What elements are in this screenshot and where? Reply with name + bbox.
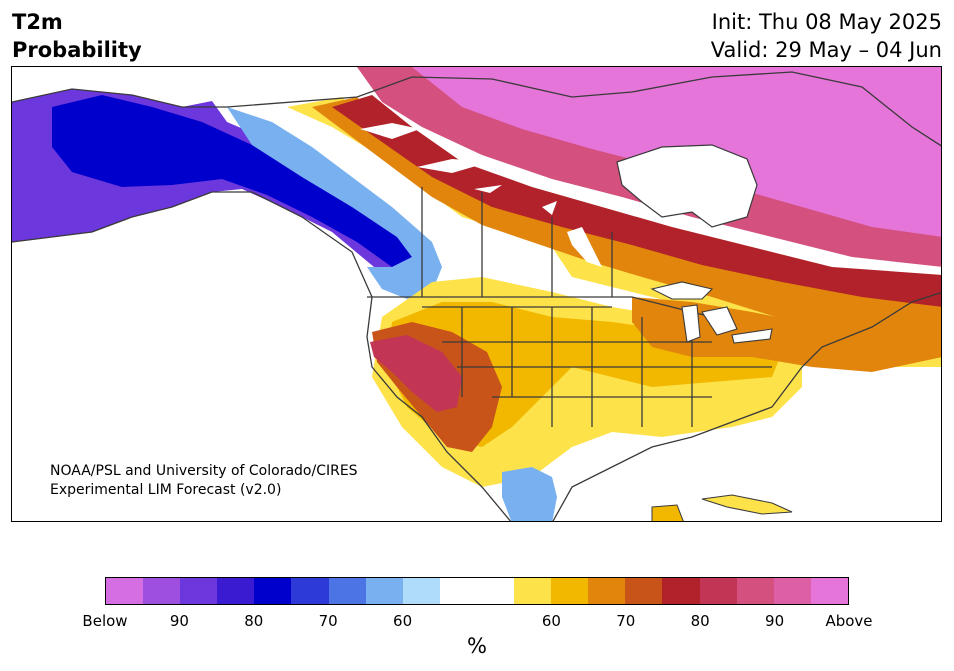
credit-block: NOAA/PSL and University of Colorado/CIRE… (50, 463, 358, 498)
great-lakes (650, 281, 773, 344)
yucatan (651, 504, 684, 521)
colorbar-tick-label: 90 (765, 612, 785, 630)
hudson-bay (616, 144, 758, 228)
canada-warm-red (332, 95, 941, 307)
alaska-cold-core (52, 95, 412, 267)
colorbar-segment (551, 578, 589, 604)
forecast-dates: Init: Thu 08 May 2025 Valid: 29 May – 04… (711, 8, 942, 64)
valid-period: Valid: 29 May – 04 Jun (710, 38, 942, 62)
colorbar-segment (217, 578, 255, 604)
colorbar-segment (662, 578, 700, 604)
map-title: T2m Probability (12, 8, 142, 64)
colorbar-segment (291, 578, 329, 604)
colorbar-segment (773, 578, 811, 604)
colorbar-tick-label: Above (825, 612, 873, 630)
colorbar-tick-label: 80 (690, 612, 710, 630)
colorbar-segment (810, 578, 848, 604)
colorbar-segment (476, 578, 515, 604)
colorbar-tick-label: 90 (169, 612, 189, 630)
credit-line-2: Experimental LIM Forecast (v2.0) (50, 482, 281, 498)
init-date: Init: Thu 08 May 2025 (711, 10, 942, 34)
colorbar-segment (254, 578, 292, 604)
colorbar-tick-label: 60 (393, 612, 413, 630)
colorbar-segment (736, 578, 774, 604)
colorbar-segment (402, 578, 440, 604)
pacific-nw-pale (227, 107, 442, 299)
map-canvas: NOAA/PSL and University of Colorado/CIRE… (12, 67, 941, 521)
colorbar-segment (514, 578, 552, 604)
colorbar (105, 577, 849, 605)
probability-map: NOAA/PSL and University of Colorado/CIRE… (11, 66, 942, 522)
colorbar-segment (365, 578, 403, 604)
colorbar-tick-label: 70 (616, 612, 636, 630)
colorbar-tick-label: 60 (541, 612, 561, 630)
colorbar-tick-label: 70 (318, 612, 338, 630)
northern-lakes (360, 123, 602, 267)
colorbar-segment (328, 578, 366, 604)
colorbar-segment (143, 578, 181, 604)
colorbar-unit: % (467, 634, 487, 658)
mexico-cold-patch (502, 467, 557, 521)
colorbar-segment (439, 578, 477, 604)
title-line-2: Probability (12, 38, 142, 62)
colorbar-tick-label: 80 (244, 612, 264, 630)
west-warm-red (370, 335, 462, 412)
title-line-1: T2m (12, 10, 63, 34)
colorbar-tick-label: Below (82, 612, 128, 630)
credit-line-1: NOAA/PSL and University of Colorado/CIRE… (50, 463, 358, 479)
colorbar-segment (699, 578, 737, 604)
colorbar-segment (588, 578, 626, 604)
colorbar-segment (625, 578, 663, 604)
colorbar-segment (106, 578, 144, 604)
cuba (701, 494, 793, 515)
colorbar-segment (180, 578, 218, 604)
